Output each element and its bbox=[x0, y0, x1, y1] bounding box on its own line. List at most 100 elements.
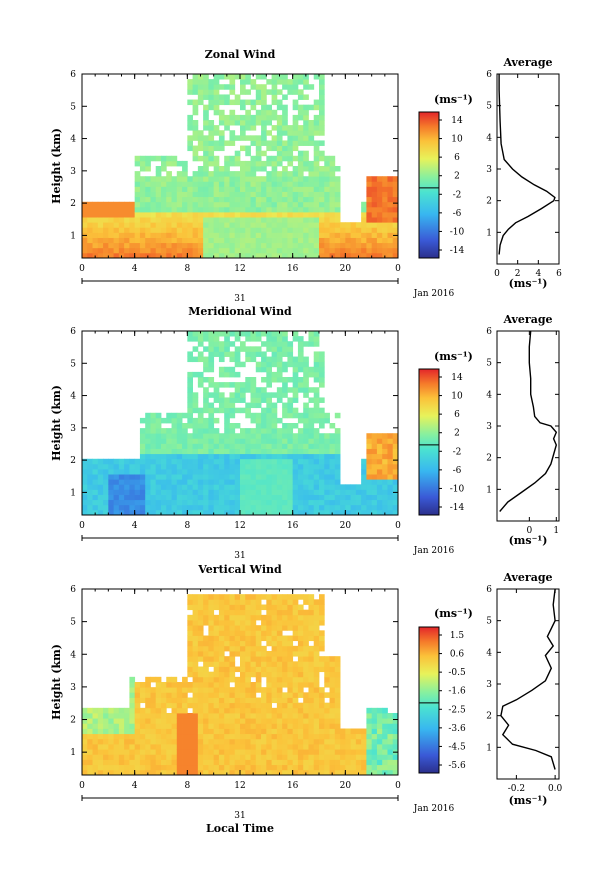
heatmap-cell bbox=[161, 463, 167, 470]
heatmap-cell bbox=[276, 387, 283, 393]
heatmap-cell bbox=[308, 744, 315, 750]
heatmap-cell bbox=[145, 212, 151, 218]
heatmap-cell bbox=[292, 79, 299, 85]
heatmap-cell bbox=[197, 453, 204, 460]
heatmap-cell bbox=[187, 331, 193, 337]
heatmap-cell bbox=[224, 749, 230, 755]
average-x-tick-label: 0 bbox=[494, 269, 500, 279]
heatmap-cell bbox=[261, 614, 267, 621]
heatmap-cell bbox=[234, 474, 241, 480]
heatmap-cell bbox=[129, 764, 136, 771]
heatmap-cell bbox=[350, 738, 357, 745]
heatmap-cell bbox=[145, 713, 151, 719]
heatmap-cell bbox=[224, 671, 230, 678]
heatmap-cell bbox=[382, 504, 388, 511]
heatmap-cell bbox=[287, 252, 294, 259]
heatmap-cell bbox=[218, 443, 225, 449]
heatmap-cell bbox=[213, 504, 220, 511]
heatmap-cell bbox=[208, 331, 215, 337]
heatmap-cell bbox=[224, 160, 230, 167]
heatmap-cell bbox=[292, 645, 299, 652]
heatmap-cell bbox=[150, 443, 157, 449]
heatmap-cell bbox=[213, 428, 220, 434]
heatmap-cell bbox=[319, 494, 325, 501]
heatmap-cell bbox=[287, 140, 294, 146]
heatmap-cell bbox=[308, 433, 315, 439]
heatmap-cell bbox=[129, 718, 136, 724]
heatmap-cell bbox=[271, 155, 278, 162]
heatmap-cell bbox=[250, 247, 257, 254]
heatmap-cell bbox=[313, 625, 320, 631]
heatmap-cell bbox=[366, 469, 373, 475]
heatmap-cell bbox=[392, 212, 399, 218]
heatmap-cell bbox=[187, 666, 193, 673]
heatmap-cell bbox=[97, 728, 104, 735]
heatmap-cell bbox=[297, 702, 304, 709]
heatmap-cell bbox=[92, 713, 99, 719]
heatmap-cell bbox=[271, 599, 278, 605]
heatmap-cell bbox=[218, 252, 225, 259]
heatmap-cell bbox=[171, 191, 178, 198]
heatmap-cell bbox=[334, 499, 341, 506]
heatmap-cell bbox=[282, 713, 288, 719]
heatmap-cell bbox=[118, 749, 125, 755]
heatmap-cell bbox=[297, 635, 304, 642]
heatmap-cell bbox=[213, 336, 220, 342]
heatmap-cell bbox=[192, 718, 199, 724]
heatmap-cell bbox=[329, 242, 336, 249]
heatmap-cell bbox=[161, 201, 167, 208]
heatmap-cell bbox=[187, 222, 193, 228]
heatmap-cell bbox=[297, 494, 304, 501]
heatmap-cell bbox=[261, 759, 267, 766]
heatmap-cell bbox=[218, 242, 225, 249]
heatmap-cell bbox=[271, 346, 278, 352]
heatmap-cell bbox=[345, 749, 351, 755]
heatmap-cell bbox=[155, 749, 162, 755]
heatmap-cell bbox=[303, 738, 309, 745]
heatmap-cell bbox=[187, 645, 193, 652]
heatmap-cell bbox=[213, 130, 220, 136]
heatmap-cell bbox=[255, 666, 262, 673]
heatmap-cell bbox=[382, 764, 388, 771]
heatmap-cell bbox=[324, 764, 330, 771]
heatmap-cell bbox=[313, 620, 320, 626]
heatmap-cell bbox=[313, 718, 320, 724]
heatmap-cell bbox=[319, 707, 325, 714]
heatmap-cell bbox=[134, 723, 141, 729]
heatmap-cell bbox=[271, 201, 278, 208]
heatmap-cell bbox=[371, 453, 378, 460]
heatmap-cell bbox=[261, 109, 267, 116]
heatmap-cell bbox=[229, 738, 236, 745]
heatmap-cell bbox=[245, 630, 251, 636]
heatmap-cell bbox=[161, 484, 167, 490]
heatmap-cell bbox=[218, 341, 225, 347]
heatmap-cell bbox=[371, 212, 378, 218]
heatmap-cell bbox=[361, 474, 367, 480]
heatmap-cell bbox=[208, 237, 215, 244]
heatmap-cell bbox=[224, 438, 230, 444]
heatmap-cell bbox=[129, 728, 136, 735]
heatmap-cell bbox=[213, 145, 220, 152]
heatmap-cell bbox=[266, 769, 272, 776]
heatmap-cell bbox=[139, 237, 146, 244]
heatmap-cell bbox=[287, 661, 294, 667]
heatmap-cell bbox=[250, 744, 257, 750]
heatmap-cell bbox=[187, 594, 193, 600]
heatmap-cell bbox=[271, 484, 278, 490]
heatmap-cell bbox=[139, 433, 146, 439]
heatmap-cell bbox=[382, 728, 388, 735]
heatmap-cell bbox=[271, 181, 278, 187]
heatmap-cell bbox=[176, 692, 183, 698]
heatmap-cell bbox=[155, 469, 162, 475]
heatmap-cell bbox=[145, 191, 151, 198]
heatmap-cell bbox=[161, 479, 167, 485]
x-tick-label: 4 bbox=[132, 521, 138, 531]
heatmap-cell bbox=[350, 242, 357, 249]
heatmap-cell bbox=[224, 443, 230, 449]
heatmap-cell bbox=[229, 453, 236, 460]
heatmap-cell bbox=[287, 713, 294, 719]
heatmap-cell bbox=[161, 217, 167, 223]
heatmap-cell bbox=[261, 412, 267, 419]
heatmap-cell bbox=[82, 212, 88, 218]
